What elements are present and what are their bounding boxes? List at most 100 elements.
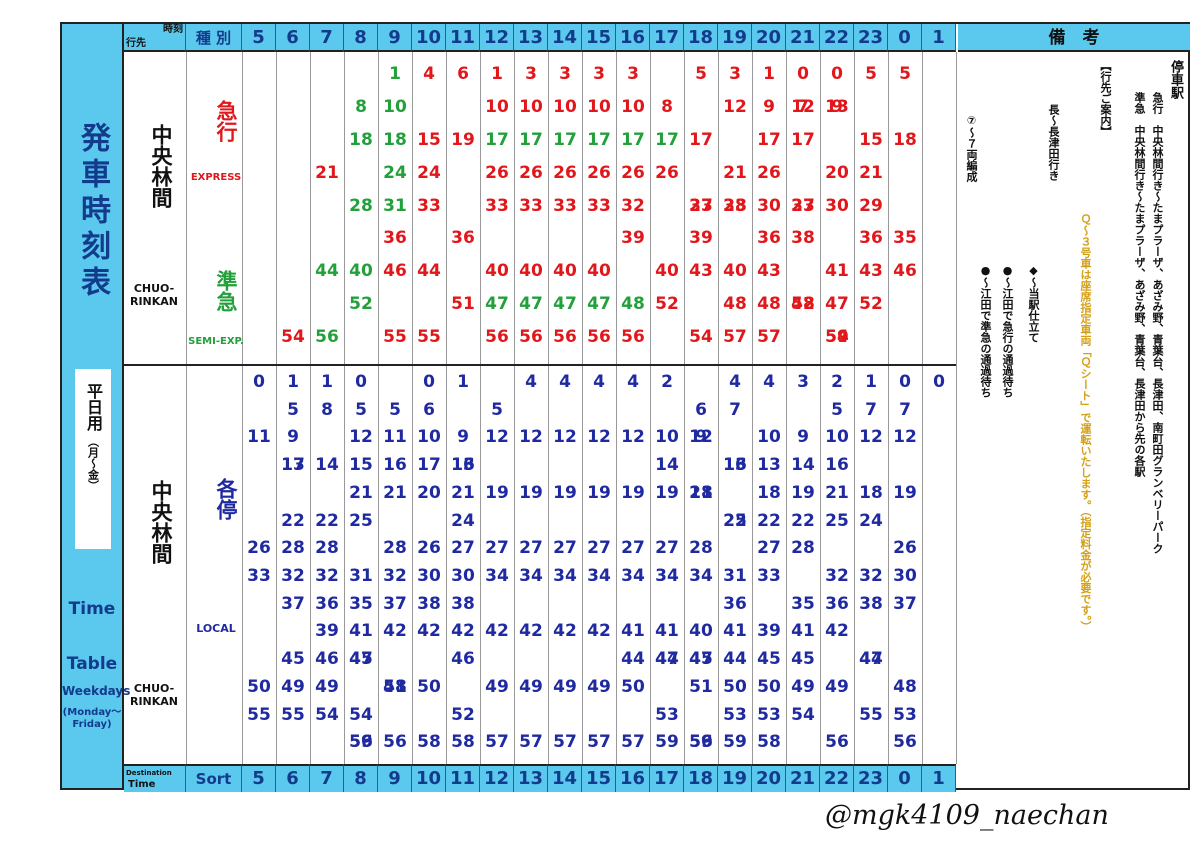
local-minute: 57 xyxy=(621,732,645,753)
express-minute: 18 xyxy=(383,129,407,150)
local-minute: 9 xyxy=(457,427,469,448)
local-minute: 22 xyxy=(791,510,815,531)
express-minute: 36 xyxy=(383,228,407,249)
express-minute: 15 xyxy=(859,129,883,150)
local-minute: 1 xyxy=(287,372,299,392)
express-minute: 19 xyxy=(451,129,475,150)
hour-footer-16: 16 xyxy=(616,764,650,792)
express-minute: 9 xyxy=(831,96,843,117)
express-minute: 47 xyxy=(485,294,509,315)
local-minute: 22 xyxy=(757,510,781,531)
local-minute: 26 xyxy=(247,538,271,559)
local-minute: 7 xyxy=(865,399,877,420)
hour-footer-21: 21 xyxy=(786,764,820,792)
local-minute: 27 xyxy=(519,538,543,559)
hour-header-23: 23 xyxy=(854,24,888,52)
local-minute: 54 xyxy=(315,704,339,725)
local-minute: 31 xyxy=(723,566,747,586)
express-minute: 57 xyxy=(757,327,781,348)
upper-dest-roman: CHUO-RINKAN xyxy=(129,282,178,308)
express-minute: 29 xyxy=(859,195,883,216)
local-minute: 56 xyxy=(349,732,373,753)
local-minute: 56 xyxy=(893,732,917,753)
footer-corner: Destination Time xyxy=(124,764,186,792)
hour-header-16: 16 xyxy=(616,24,650,52)
express-minute: 33 xyxy=(587,195,611,216)
grid-vline xyxy=(548,52,549,764)
local-minute: 1 xyxy=(865,372,877,392)
hour-footer-18: 18 xyxy=(684,764,718,792)
express-minute: 46 xyxy=(383,261,407,282)
express-minute: 40 xyxy=(349,261,373,282)
local-minute: 53 xyxy=(655,704,679,725)
local-minute: 4 xyxy=(525,372,537,392)
hour-header-22: 22 xyxy=(820,24,854,52)
local-minute: 44 xyxy=(621,649,645,670)
hour-header-7: 7 xyxy=(310,24,344,52)
local-minute: 19 xyxy=(893,482,917,503)
hour-footer-13: 13 xyxy=(514,764,548,792)
express-minute: 1 xyxy=(389,64,401,84)
header-corner: 時刻 行先 xyxy=(124,24,186,52)
express-minute: 24 xyxy=(383,162,407,183)
local-minute: 40 xyxy=(689,621,713,642)
local-minute: 12 xyxy=(621,427,645,448)
grid-vline xyxy=(378,52,379,764)
hour-header-1: 1 xyxy=(922,24,956,52)
local-minute: 21 xyxy=(383,482,407,503)
table-en-label: Table xyxy=(66,654,118,674)
local-minute: 19 xyxy=(587,482,611,503)
express-minute: 40 xyxy=(655,261,679,282)
remarks-title: 備 考 xyxy=(958,24,1190,52)
express-minute: 3 xyxy=(593,64,605,84)
local-minute: 32 xyxy=(383,566,407,586)
express-minute: 55 xyxy=(383,327,407,348)
local-minute: 36 xyxy=(723,593,747,614)
local-minute: 54 xyxy=(791,704,815,725)
local-minute: 30 xyxy=(417,566,441,586)
local-minute: 34 xyxy=(485,566,509,586)
express-minute: 8 xyxy=(355,96,367,117)
local-minute: 18 xyxy=(689,482,713,503)
local-minute: 37 xyxy=(281,593,305,614)
express-minute: 26 xyxy=(519,162,543,183)
local-minute: 57 xyxy=(485,732,509,753)
semi-kanji: 準急 xyxy=(214,270,238,312)
local-minute: 12 xyxy=(519,427,543,448)
express-minute: 10 xyxy=(383,96,407,117)
local-minute: 25 xyxy=(723,510,747,531)
local-minute: 46 xyxy=(315,649,339,670)
hour-header-17: 17 xyxy=(650,24,684,52)
local-minute: 41 xyxy=(723,621,747,642)
express-minute: 17 xyxy=(791,129,815,150)
credit-watermark: @mgk4109_naechan xyxy=(825,800,1109,831)
local-minute: 38 xyxy=(451,593,475,614)
local-minute: 59 xyxy=(723,732,747,753)
express-minute: 10 xyxy=(621,96,645,117)
express-minute: 13 xyxy=(825,96,849,117)
local-minute: 32 xyxy=(315,566,339,586)
hour-footer-20: 20 xyxy=(752,764,786,792)
express-minute: 59 xyxy=(825,327,849,348)
express-minute: 30 xyxy=(825,195,849,216)
local-minute: 27 xyxy=(757,538,781,559)
express-minute: 52 xyxy=(791,294,815,315)
express-minute: 5 xyxy=(695,64,707,84)
local-minute: 59 xyxy=(689,732,713,753)
local-minute: 28 xyxy=(315,538,339,559)
local-minute: 50 xyxy=(621,676,645,697)
upper-dest-kanji: 中央林間 xyxy=(149,124,173,208)
local-minute: 34 xyxy=(519,566,543,586)
express-minute: 33 xyxy=(485,195,509,216)
local-minute: 28 xyxy=(791,538,815,559)
local-minute: 17 xyxy=(281,455,305,476)
local-minute: 24 xyxy=(859,510,883,531)
express-minute: 18 xyxy=(349,129,373,150)
local-minute: 44 xyxy=(859,649,883,670)
local-minute: 19 xyxy=(791,482,815,503)
local-minute: 26 xyxy=(417,538,441,559)
local-minute: 50 xyxy=(247,676,271,697)
local-minute: 49 xyxy=(281,676,305,697)
grid-vline xyxy=(480,52,481,764)
local-minute: 42 xyxy=(519,621,543,642)
